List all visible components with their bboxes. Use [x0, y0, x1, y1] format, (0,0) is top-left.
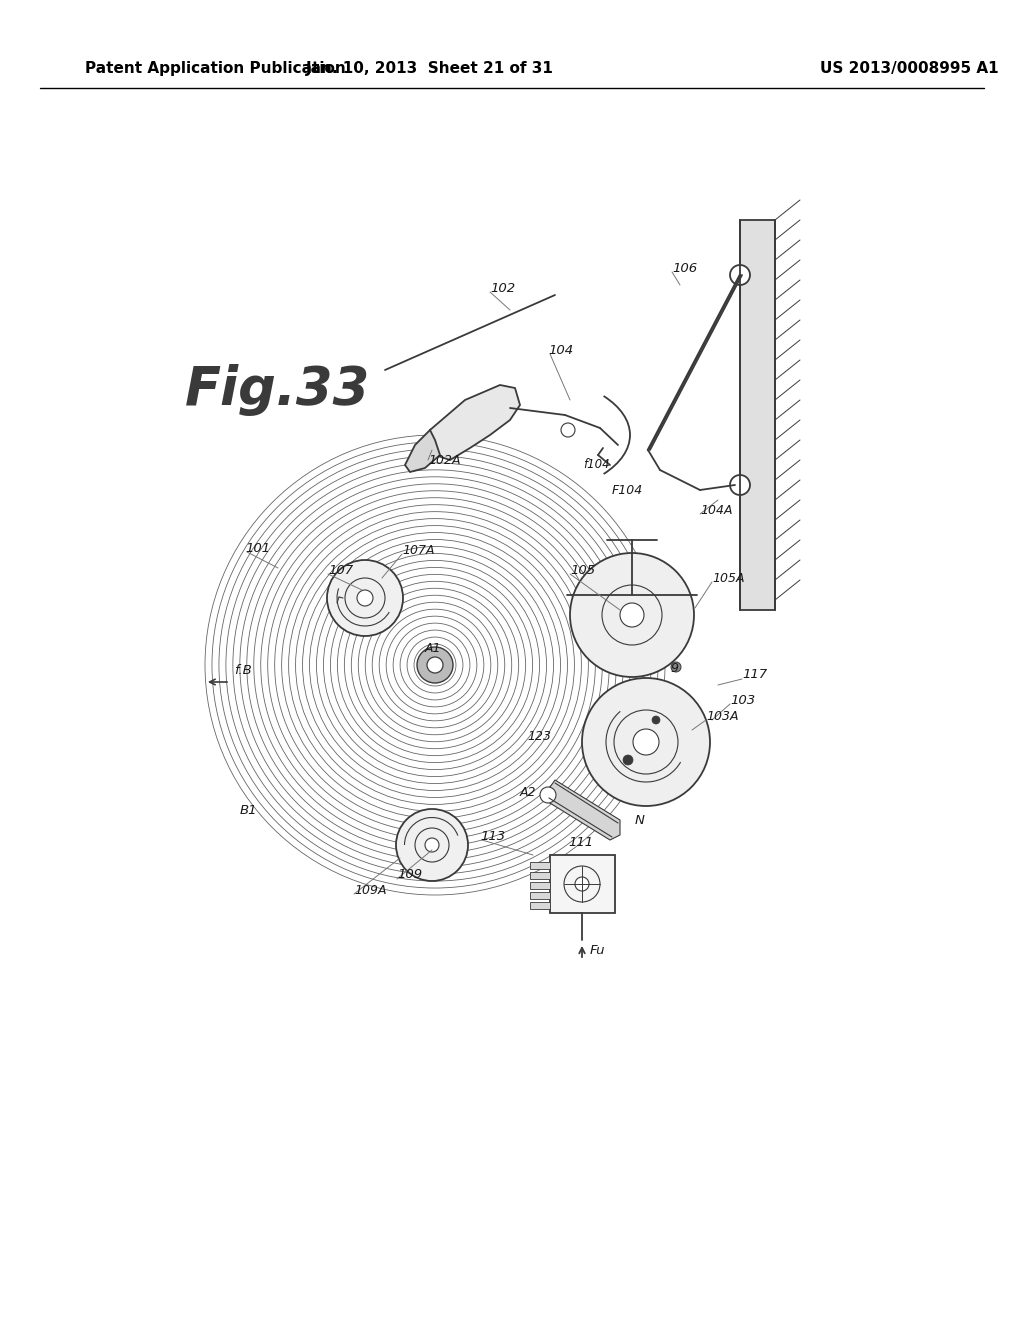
Circle shape	[652, 715, 660, 723]
Circle shape	[425, 838, 439, 851]
Text: 103A: 103A	[706, 710, 738, 722]
Text: 104A: 104A	[700, 503, 732, 516]
Circle shape	[730, 265, 750, 285]
Text: 104: 104	[548, 343, 573, 356]
Circle shape	[427, 657, 443, 673]
Text: f.B: f.B	[234, 664, 252, 676]
Circle shape	[671, 663, 681, 672]
Circle shape	[582, 678, 710, 807]
Circle shape	[540, 787, 556, 803]
Circle shape	[575, 876, 589, 891]
Text: 9: 9	[670, 661, 678, 675]
Circle shape	[417, 647, 453, 682]
Text: Fu: Fu	[590, 944, 605, 957]
Text: 109: 109	[397, 869, 422, 882]
Text: US 2013/0008995 A1: US 2013/0008995 A1	[820, 61, 998, 75]
Circle shape	[620, 603, 644, 627]
Bar	[530, 873, 550, 879]
Text: 111: 111	[568, 837, 593, 850]
Bar	[740, 220, 775, 610]
Bar	[530, 902, 550, 909]
Text: A1: A1	[425, 642, 441, 655]
Circle shape	[561, 422, 575, 437]
Text: f104: f104	[583, 458, 609, 470]
Text: Fig.33: Fig.33	[185, 364, 371, 416]
Text: 102: 102	[490, 281, 515, 294]
Text: A2: A2	[520, 785, 537, 799]
Text: 109A: 109A	[354, 883, 386, 896]
Text: 107: 107	[328, 564, 353, 577]
Text: Jan. 10, 2013  Sheet 21 of 31: Jan. 10, 2013 Sheet 21 of 31	[306, 61, 554, 75]
Text: 101: 101	[245, 541, 270, 554]
Circle shape	[623, 755, 633, 766]
Text: F104: F104	[612, 483, 643, 496]
Polygon shape	[406, 430, 440, 473]
Text: 105: 105	[570, 564, 595, 577]
Bar	[530, 862, 550, 869]
Text: 102A: 102A	[428, 454, 461, 466]
Bar	[530, 892, 550, 899]
Text: 107A: 107A	[402, 544, 434, 557]
Text: 105A: 105A	[712, 572, 744, 585]
Text: 106: 106	[672, 261, 697, 275]
Text: Patent Application Publication: Patent Application Publication	[85, 61, 346, 75]
Text: 123: 123	[527, 730, 551, 742]
Text: 113: 113	[480, 829, 505, 842]
Bar	[550, 855, 615, 913]
Circle shape	[327, 560, 403, 636]
Text: B1: B1	[240, 804, 257, 817]
Bar	[530, 882, 550, 888]
Circle shape	[396, 809, 468, 880]
Circle shape	[633, 729, 659, 755]
Polygon shape	[545, 780, 620, 840]
Circle shape	[357, 590, 373, 606]
Text: N: N	[635, 813, 645, 826]
Polygon shape	[430, 385, 520, 459]
Text: 103: 103	[730, 693, 755, 706]
Circle shape	[570, 553, 694, 677]
Circle shape	[730, 475, 750, 495]
Text: 117: 117	[742, 668, 767, 681]
